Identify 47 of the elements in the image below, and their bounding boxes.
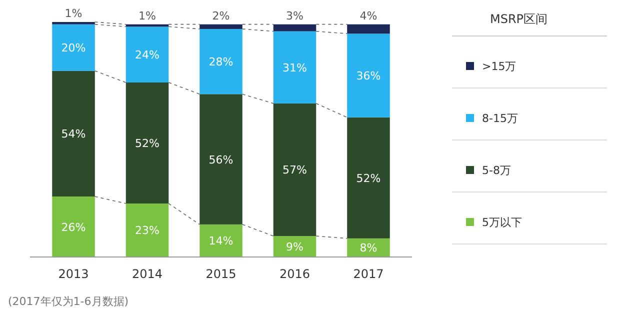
bar: [126, 203, 169, 257]
bar: [126, 82, 169, 204]
data-label: 36%: [356, 70, 381, 83]
bar: [273, 31, 316, 104]
legend-label: 8-15万: [482, 112, 518, 125]
legend-title: MSRP区间: [490, 12, 548, 26]
legend-label: 5-8万: [482, 164, 511, 177]
bar: [52, 24, 95, 71]
legend-label: 5万以下: [482, 216, 522, 229]
bar: [52, 196, 95, 257]
data-label: 9%: [286, 240, 304, 254]
bar: [200, 24, 242, 29]
bar: [273, 103, 316, 236]
data-label: 52%: [356, 172, 381, 185]
data-label: 28%: [208, 56, 234, 69]
bar: [347, 34, 390, 118]
x-tick-label: 2014: [132, 267, 163, 281]
data-label: 3%: [286, 9, 304, 22]
data-label: 4%: [360, 9, 378, 22]
x-tick-label: 2016: [279, 267, 310, 281]
data-label: 54%: [61, 128, 86, 141]
data-label: 52%: [135, 136, 160, 150]
data-label: 2%: [212, 9, 230, 22]
bar: [200, 28, 242, 94]
data-label: 24%: [135, 48, 160, 62]
bar: [347, 117, 390, 238]
x-tick-label: 2017: [353, 267, 384, 281]
data-label: 1%: [64, 7, 82, 20]
x-tick-label: 2015: [206, 267, 236, 281]
bar: [273, 24, 316, 32]
data-label: 14%: [208, 234, 234, 248]
legend-label: >15万: [482, 60, 516, 73]
x-tick-label: 2013: [58, 267, 89, 281]
data-label: 31%: [282, 61, 307, 74]
bar: [52, 70, 95, 197]
text: (2017年仅为1-6月数据): [8, 295, 129, 308]
bar: [347, 24, 390, 34]
bar: [200, 224, 242, 257]
data-label: 20%: [61, 42, 86, 55]
data-label: 8%: [360, 242, 378, 255]
data-label: 23%: [135, 224, 160, 238]
data-label: 56%: [208, 153, 234, 166]
data-label: 1%: [138, 9, 156, 22]
bar: [126, 26, 169, 82]
data-label: 26%: [61, 220, 86, 234]
data-label: 57%: [282, 164, 307, 177]
bar: [200, 94, 242, 224]
